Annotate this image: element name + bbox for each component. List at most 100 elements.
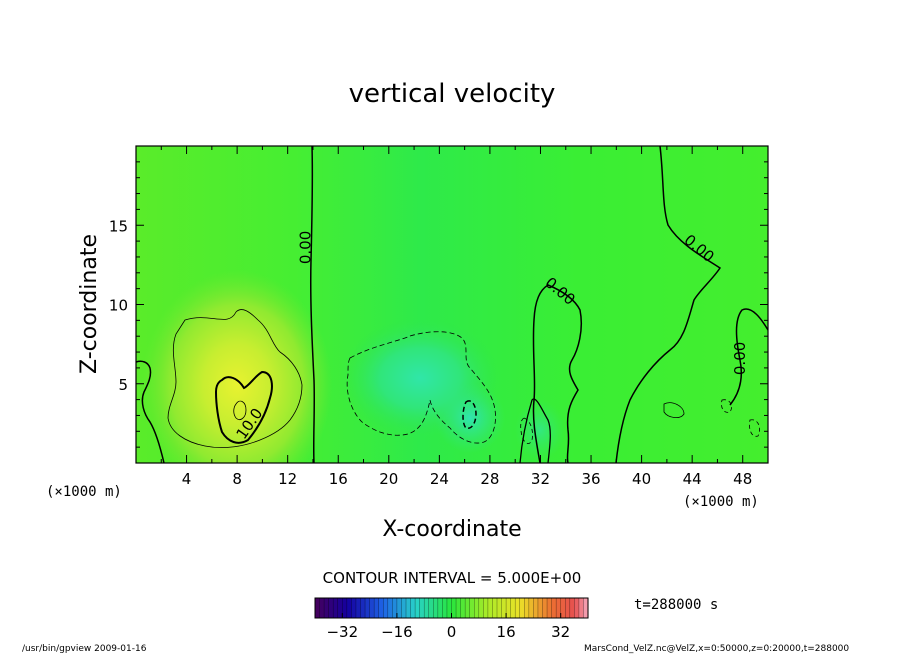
colorbar-cell (524, 598, 530, 618)
colorbar-cell (574, 598, 580, 618)
z-tick-label: 5 (118, 376, 128, 394)
colorbar-cell (419, 598, 425, 618)
negative-contour-small3 (749, 419, 760, 437)
z-axis-ticks: 5 10 15 (109, 161, 768, 448)
colorbar-cell (478, 598, 484, 618)
colorbar-cell (501, 598, 507, 618)
zero-contour-1 (309, 146, 316, 463)
contour-interval-text: CONTOUR INTERVAL = 5.000E+00 (323, 569, 582, 587)
x-tick-label: 20 (379, 470, 398, 488)
colorbar-cell (365, 598, 371, 618)
colorbar-cell (569, 598, 575, 618)
colorbar-tick-label: 0 (447, 623, 457, 641)
colorbar-cell (401, 598, 407, 618)
colorbar-cell (319, 598, 325, 618)
chart-title: vertical velocity (349, 79, 556, 109)
colorbar-cell (519, 598, 525, 618)
colorbar-cell (442, 598, 448, 618)
colorbar-cell (483, 598, 489, 618)
x-unit-left: (×1000 m) (46, 484, 122, 500)
z-tick-label: 10 (109, 297, 128, 315)
colorbar-cell (474, 598, 480, 618)
colorbar-cell (387, 598, 393, 618)
colorbar-cell (560, 598, 566, 618)
colorbar-cell (346, 598, 352, 618)
colorbar-cell (424, 598, 430, 618)
colorbar-cell (360, 598, 366, 618)
x-unit-right: (×1000 m) (683, 494, 759, 510)
colorbar-cell (342, 598, 348, 618)
x-tick-label: 28 (480, 470, 499, 488)
colorbar-cell (537, 598, 544, 618)
x-tick-label: 12 (278, 470, 297, 488)
colorbar-cell (315, 598, 321, 618)
x-tick-label: 4 (182, 470, 192, 488)
colorbar (314, 597, 589, 619)
colorbar-cell (437, 598, 443, 618)
colorbar-cell (578, 598, 585, 618)
x-axis-ticks: 4 8 12 16 20 24 28 32 36 40 44 48 (160, 146, 752, 488)
negative-10-contour (462, 400, 477, 430)
colorbar-cell (415, 598, 421, 618)
contour-label: 0.00 (731, 342, 749, 375)
colorbar-cell (465, 598, 471, 618)
colorbar-cell (383, 598, 389, 618)
zero-contour-3 (615, 146, 722, 463)
x-tick-label: 40 (632, 470, 651, 488)
colorbar-cell (337, 598, 343, 618)
zero-contour-left (136, 360, 165, 463)
colorbar-cell (433, 598, 439, 618)
positive-region-fill (142, 270, 332, 463)
colorbar-cell (583, 598, 589, 618)
negative-contour-small2 (721, 399, 732, 413)
x-tick-label: 32 (531, 470, 550, 488)
colorbar-cell (392, 598, 398, 618)
colorbar-cell (446, 598, 453, 618)
colorbar-cell (556, 598, 562, 618)
colorbar-cell (451, 598, 457, 618)
time-text: t=288000 s (634, 597, 718, 613)
colorbar-cell (369, 598, 375, 618)
colorbar-cell (374, 598, 380, 618)
x-tick-label: 48 (733, 470, 752, 488)
colorbar-cell (547, 598, 553, 618)
x-axis-label: X-coordinate (382, 517, 521, 542)
colorbar-cell (351, 598, 357, 618)
footer-right: MarsCond_VelZ.nc@VelZ,x=0:50000,z=0:2000… (584, 644, 849, 654)
x-tick-label: 44 (683, 470, 702, 488)
colorbar-cell (492, 598, 498, 618)
colorbar-cell (456, 598, 462, 618)
colorbar-cell (328, 598, 334, 618)
colorbar-cell (324, 598, 330, 618)
contour-label: 0.00 (296, 231, 314, 264)
colorbar-cell (333, 598, 339, 618)
x-tick-label: 16 (329, 470, 348, 488)
colorbar-cell (428, 598, 434, 618)
colorbar-cell (528, 598, 534, 618)
negative-region3-fill (515, 400, 565, 460)
colorbar-tick-label: 16 (497, 623, 516, 641)
negative-5-contour (346, 331, 496, 444)
positive-contour-small (663, 402, 685, 418)
z-axis-label: Z-coordinate (77, 234, 102, 374)
colorbar-cell (460, 598, 466, 618)
colorbar-cell (506, 598, 512, 618)
negative-region2-fill (435, 383, 505, 453)
colorbar-cell (396, 598, 403, 618)
colorbar-cell (355, 598, 362, 618)
x-tick-label: 36 (581, 470, 600, 488)
colorbar-cell (406, 598, 412, 618)
positive-10-contour (214, 370, 273, 444)
footer-left: /usr/bin/gpview 2009-01-16 (22, 644, 147, 654)
colorbar-cell (487, 598, 494, 618)
colorbar-cell (410, 598, 416, 618)
positive-15-contour (233, 400, 247, 420)
colorbar-tick-label: 32 (551, 623, 570, 641)
colorbar-cell (510, 598, 516, 618)
colorbar-cell (515, 598, 521, 618)
colorbar-cell (378, 598, 384, 618)
x-tick-label: 8 (232, 470, 242, 488)
colorbar-tick-label: −16 (381, 623, 413, 641)
x-tick-label: 24 (430, 470, 449, 488)
